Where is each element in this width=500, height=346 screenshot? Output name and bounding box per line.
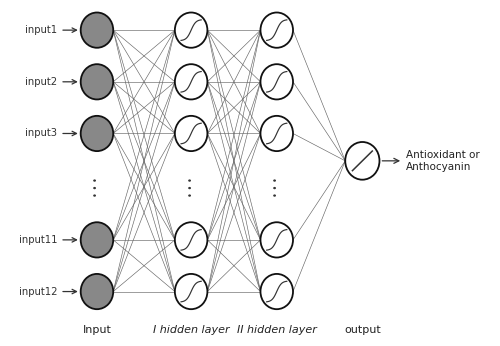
Text: input12: input12 <box>18 286 57 297</box>
Text: input1: input1 <box>25 25 57 35</box>
Ellipse shape <box>175 12 208 48</box>
Text: Antioxidant or
Anthocyanin: Antioxidant or Anthocyanin <box>406 150 480 172</box>
Ellipse shape <box>80 12 113 48</box>
Ellipse shape <box>80 116 113 151</box>
Ellipse shape <box>175 222 208 257</box>
Ellipse shape <box>260 274 293 309</box>
Ellipse shape <box>260 64 293 99</box>
Ellipse shape <box>175 64 208 99</box>
Text: input2: input2 <box>25 77 57 87</box>
Ellipse shape <box>345 142 380 180</box>
Ellipse shape <box>80 222 113 257</box>
Text: I hidden layer: I hidden layer <box>153 325 230 335</box>
Text: input3: input3 <box>25 128 57 138</box>
Text: output: output <box>344 325 381 335</box>
Text: Input: Input <box>82 325 112 335</box>
Ellipse shape <box>80 64 113 99</box>
Text: • • •: • • • <box>272 177 281 197</box>
Ellipse shape <box>80 274 113 309</box>
Ellipse shape <box>260 12 293 48</box>
Ellipse shape <box>260 222 293 257</box>
Ellipse shape <box>175 116 208 151</box>
Text: input11: input11 <box>18 235 57 245</box>
Text: • • •: • • • <box>92 177 102 197</box>
Ellipse shape <box>175 274 208 309</box>
Text: • • •: • • • <box>186 177 196 197</box>
Ellipse shape <box>260 116 293 151</box>
Text: II hidden layer: II hidden layer <box>237 325 316 335</box>
